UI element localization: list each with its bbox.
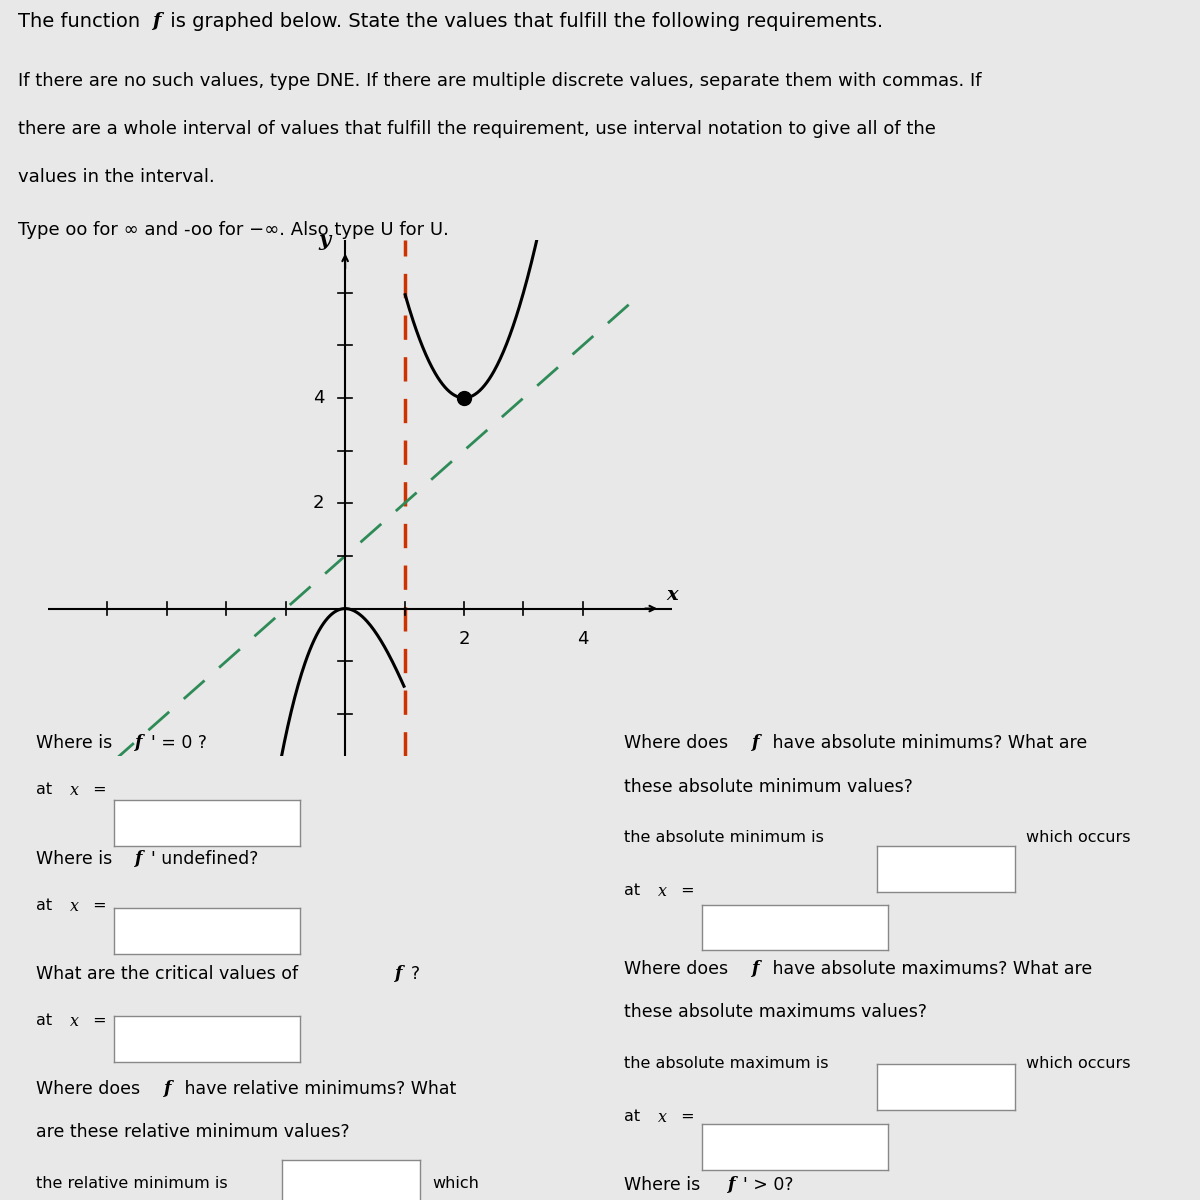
Text: Where is: Where is [624,1176,706,1194]
Text: ' > 0?: ' > 0? [743,1176,793,1194]
Text: are these relative minimum values?: are these relative minimum values? [36,1123,349,1141]
Text: these absolute minimum values?: these absolute minimum values? [624,778,913,796]
Text: Type oo for ∞ and -oo for −∞. Also type U for U.: Type oo for ∞ and -oo for −∞. Also type … [18,221,449,239]
Text: =: = [676,1109,695,1123]
Text: f: f [727,1176,734,1193]
Text: Where does: Where does [36,1080,145,1098]
Text: f: f [152,12,161,30]
Text: there are a whole interval of values that fulfill the requirement, use interval : there are a whole interval of values tha… [18,120,936,138]
Text: which occurs: which occurs [1026,1056,1130,1070]
Text: at: at [624,883,646,898]
Text: these absolute maximums values?: these absolute maximums values? [624,1003,928,1021]
Text: is graphed below. State the values that fulfill the following requirements.: is graphed below. State the values that … [164,12,883,31]
Text: have relative minimums? What: have relative minimums? What [179,1080,456,1098]
Text: =: = [676,883,695,898]
Text: f: f [163,1080,170,1097]
Text: ' = 0 ?: ' = 0 ? [151,734,208,752]
Text: =: = [88,898,107,912]
Text: 4: 4 [577,630,589,648]
Text: values in the interval.: values in the interval. [18,168,215,186]
Text: x: x [70,898,79,914]
Text: the relative minimum is: the relative minimum is [36,1176,228,1190]
Text: What are the critical values of: What are the critical values of [36,965,304,983]
Text: The function: The function [18,12,146,31]
Text: x: x [658,1109,667,1126]
Text: at: at [36,898,58,912]
Text: f: f [134,850,142,866]
Text: x: x [70,1013,79,1030]
Text: f: f [751,734,758,751]
Text: x: x [658,883,667,900]
Text: Where is: Where is [36,850,118,868]
Text: ?: ? [410,965,420,983]
Text: ' undefined?: ' undefined? [151,850,258,868]
Text: at: at [36,782,58,797]
Text: Where does: Where does [624,960,733,978]
Text: x: x [70,782,79,799]
Text: the absolute minimum is: the absolute minimum is [624,830,824,845]
Text: 2: 2 [313,494,324,512]
Text: 2: 2 [458,630,469,648]
Text: 4: 4 [313,389,324,407]
Text: the absolute maximum is: the absolute maximum is [624,1056,828,1070]
Text: x: x [666,587,678,605]
Text: y: y [318,230,330,250]
Text: at: at [36,1013,58,1027]
Text: =: = [88,782,107,797]
Text: have absolute minimums? What are: have absolute minimums? What are [767,734,1087,752]
Text: have absolute maximums? What are: have absolute maximums? What are [767,960,1092,978]
Text: which: which [432,1176,479,1190]
Text: Where is: Where is [36,734,118,752]
Text: at: at [624,1109,646,1123]
Text: If there are no such values, type DNE. If there are multiple discrete values, se: If there are no such values, type DNE. I… [18,72,982,90]
Text: Where does: Where does [624,734,733,752]
Text: =: = [88,1013,107,1027]
Text: f: f [751,960,758,977]
Text: f: f [134,734,142,751]
Text: f: f [394,965,401,982]
Text: which occurs: which occurs [1026,830,1130,845]
